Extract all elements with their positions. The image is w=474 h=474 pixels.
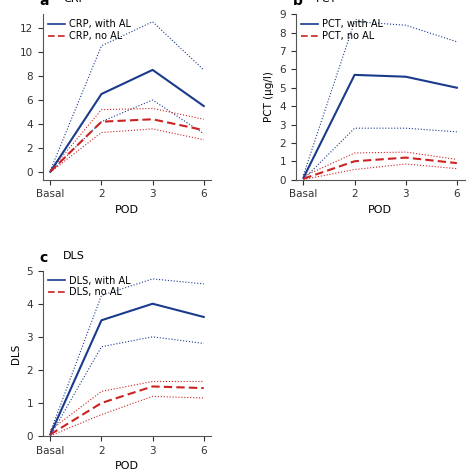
Legend: PCT, with AL, PCT, no AL: PCT, with AL, PCT, no AL [301, 19, 383, 41]
Legend: CRP, with AL, CRP, no AL: CRP, with AL, CRP, no AL [47, 19, 131, 41]
Text: a: a [39, 0, 49, 9]
Text: PCT: PCT [316, 0, 337, 4]
Y-axis label: DLS: DLS [11, 343, 21, 364]
Text: b: b [292, 0, 302, 9]
Text: CRP: CRP [63, 0, 85, 4]
Legend: DLS, with AL, DLS, no AL: DLS, with AL, DLS, no AL [47, 275, 130, 298]
X-axis label: POD: POD [115, 461, 139, 471]
Text: DLS: DLS [63, 251, 85, 261]
X-axis label: POD: POD [115, 205, 139, 215]
Y-axis label: PCT (µg/l): PCT (µg/l) [264, 72, 274, 122]
X-axis label: POD: POD [368, 205, 392, 215]
Text: c: c [39, 251, 47, 265]
